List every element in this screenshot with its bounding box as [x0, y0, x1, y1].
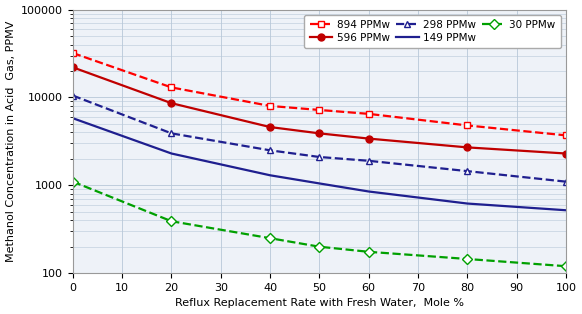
298 PPMw [464, 169, 471, 173]
298 PPMw [562, 180, 569, 184]
Y-axis label: Methanol Concentration in Acid  Gas, PPMV: Methanol Concentration in Acid Gas, PPMV [6, 21, 16, 262]
298 PPMw [69, 94, 76, 97]
596 PPMw [464, 145, 471, 149]
30 PPMw [316, 245, 323, 249]
149 PPMw [168, 152, 175, 155]
30 PPMw [562, 264, 569, 268]
Line: 894 PPMw: 894 PPMw [69, 50, 569, 139]
894 PPMw [562, 133, 569, 137]
Line: 30 PPMw: 30 PPMw [69, 178, 569, 270]
Line: 596 PPMw: 596 PPMw [69, 64, 569, 157]
X-axis label: Reflux Replacement Rate with Fresh Water,  Mole %: Reflux Replacement Rate with Fresh Water… [175, 298, 464, 308]
298 PPMw [267, 149, 274, 152]
Line: 298 PPMw: 298 PPMw [69, 92, 569, 185]
149 PPMw [365, 190, 372, 193]
149 PPMw [464, 202, 471, 205]
298 PPMw [365, 159, 372, 163]
894 PPMw [168, 85, 175, 89]
596 PPMw [562, 152, 569, 155]
30 PPMw [168, 219, 175, 223]
149 PPMw [267, 173, 274, 177]
Legend: 894 PPMw, 596 PPMw, 298 PPMw, 149 PPMw, 30 PPMw: 894 PPMw, 596 PPMw, 298 PPMw, 149 PPMw, … [304, 15, 560, 48]
298 PPMw [316, 155, 323, 159]
30 PPMw [365, 250, 372, 254]
596 PPMw [69, 65, 76, 69]
596 PPMw [365, 137, 372, 140]
149 PPMw [316, 181, 323, 185]
894 PPMw [267, 104, 274, 108]
298 PPMw [168, 132, 175, 135]
596 PPMw [267, 125, 274, 129]
894 PPMw [69, 51, 76, 55]
894 PPMw [464, 123, 471, 127]
149 PPMw [562, 208, 569, 212]
Line: 149 PPMw: 149 PPMw [73, 118, 566, 210]
894 PPMw [365, 112, 372, 116]
149 PPMw [69, 116, 76, 120]
30 PPMw [267, 236, 274, 240]
596 PPMw [168, 101, 175, 105]
30 PPMw [69, 180, 76, 184]
30 PPMw [464, 257, 471, 261]
596 PPMw [316, 132, 323, 135]
894 PPMw [316, 108, 323, 112]
